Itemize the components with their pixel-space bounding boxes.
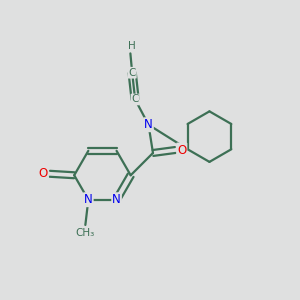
Text: O: O [39,167,48,180]
Text: H: H [128,41,136,51]
Text: N: N [84,193,93,206]
Text: C: C [131,94,139,104]
Text: C: C [128,68,136,78]
Text: CH₃: CH₃ [76,228,95,238]
Text: N: N [144,118,153,131]
Text: O: O [177,143,186,157]
Text: N: N [112,193,121,206]
